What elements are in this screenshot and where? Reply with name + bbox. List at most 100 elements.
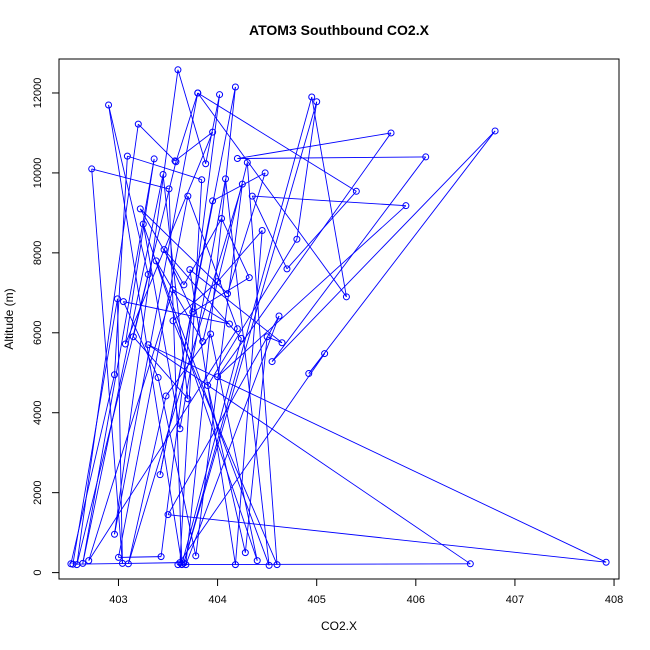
data-point: [231, 561, 239, 569]
data-point: [171, 157, 179, 165]
series-line-segment: [167, 315, 280, 515]
series-line-segment: [197, 92, 357, 192]
y-tick-label: 12000: [32, 78, 44, 109]
series-line-segment: [137, 123, 176, 162]
y-tick-label: 0: [32, 570, 44, 576]
series-line-segment: [195, 184, 243, 556]
series-line-segment: [192, 277, 250, 313]
data-point: [134, 120, 142, 128]
data-point: [293, 235, 301, 243]
series-line-segment: [252, 195, 406, 207]
series-line-segment: [189, 269, 236, 565]
data-point: [113, 295, 121, 303]
series-line-segment: [177, 69, 207, 164]
series-line-segment: [142, 223, 181, 429]
x-axis: 403 404 405 406 407 408: [109, 578, 623, 606]
data-point: [305, 370, 313, 378]
series-line-segment: [308, 130, 496, 374]
series-line-segment: [172, 320, 278, 565]
series-line-segment: [147, 344, 471, 565]
data-point: [233, 155, 241, 163]
series-line-segment: [163, 249, 242, 339]
series-line-segment: [76, 124, 139, 565]
series-line-segment: [179, 178, 226, 429]
series-line-segment: [227, 172, 266, 294]
x-tick-label: 408: [605, 594, 623, 606]
data-point: [214, 373, 222, 381]
series-line-segment: [311, 96, 347, 297]
data-point: [218, 214, 226, 222]
data-point: [184, 192, 192, 200]
series-line-segment: [118, 196, 189, 558]
data-point: [248, 192, 256, 200]
series-line-segment: [183, 96, 313, 564]
data-point: [321, 350, 329, 358]
series-line-segment: [221, 218, 250, 278]
data-point: [308, 93, 316, 101]
series-line-segment: [72, 562, 180, 565]
data-point: [204, 382, 212, 390]
data-point: [209, 197, 217, 205]
data-point: [216, 91, 224, 99]
data-point: [202, 160, 210, 168]
series-line-segment: [82, 174, 164, 564]
series-line-segment: [91, 168, 123, 564]
data-point: [261, 169, 269, 177]
data-point: [136, 205, 144, 213]
data-point: [182, 561, 190, 569]
data-point: [214, 278, 222, 286]
series-line-segment: [251, 195, 288, 270]
data-point: [174, 561, 182, 569]
data-point: [79, 559, 87, 567]
data-point: [111, 371, 119, 379]
data-point: [225, 320, 233, 328]
data-point: [268, 358, 276, 366]
series-line-segment: [237, 132, 392, 159]
series-line-segment: [271, 156, 427, 362]
series-line-segment: [114, 92, 199, 535]
data-point: [144, 270, 152, 278]
series-line-segment: [82, 158, 155, 564]
series-line-segment: [271, 130, 496, 362]
y-tick-label: 2000: [32, 480, 44, 504]
data-point: [152, 257, 160, 265]
data-point: [119, 298, 127, 306]
data-point: [466, 560, 474, 568]
data-point: [139, 220, 147, 228]
series-line-segment: [172, 281, 218, 322]
series-line-segment: [187, 195, 238, 329]
x-axis-label: CO2.X: [321, 619, 357, 633]
y-axis: 0 2000 4000 6000 8000 10000 12000: [32, 78, 60, 576]
series-line-segment: [123, 301, 159, 378]
series-line-segment: [117, 298, 123, 564]
data-point: [124, 560, 132, 568]
series-line-segment: [114, 156, 128, 375]
series-line-segment: [197, 92, 347, 298]
data-point: [176, 559, 184, 567]
series-line-segment: [185, 86, 236, 565]
y-tick-label: 8000: [32, 241, 44, 265]
data-point: [186, 266, 194, 274]
data-point: [402, 202, 410, 210]
series-line-segment: [124, 158, 155, 345]
series-line-segment: [189, 269, 283, 344]
data-point: [207, 330, 215, 338]
data-point: [238, 180, 246, 188]
series-line-segment: [148, 344, 607, 563]
data-point: [169, 317, 177, 325]
data-point: [189, 308, 197, 316]
series-line-segment: [246, 162, 278, 565]
data-point: [265, 561, 273, 569]
data-point: [387, 129, 395, 137]
data-point: [192, 552, 200, 560]
data-point: [121, 340, 129, 348]
series-line-segment: [142, 223, 258, 561]
data-point: [263, 333, 271, 341]
series-line-segment: [210, 333, 258, 561]
data-point: [69, 560, 77, 568]
x-tick-label: 404: [208, 594, 226, 606]
data-point: [273, 561, 281, 569]
series-line-segment: [175, 92, 199, 162]
series-line-segment: [217, 132, 392, 378]
